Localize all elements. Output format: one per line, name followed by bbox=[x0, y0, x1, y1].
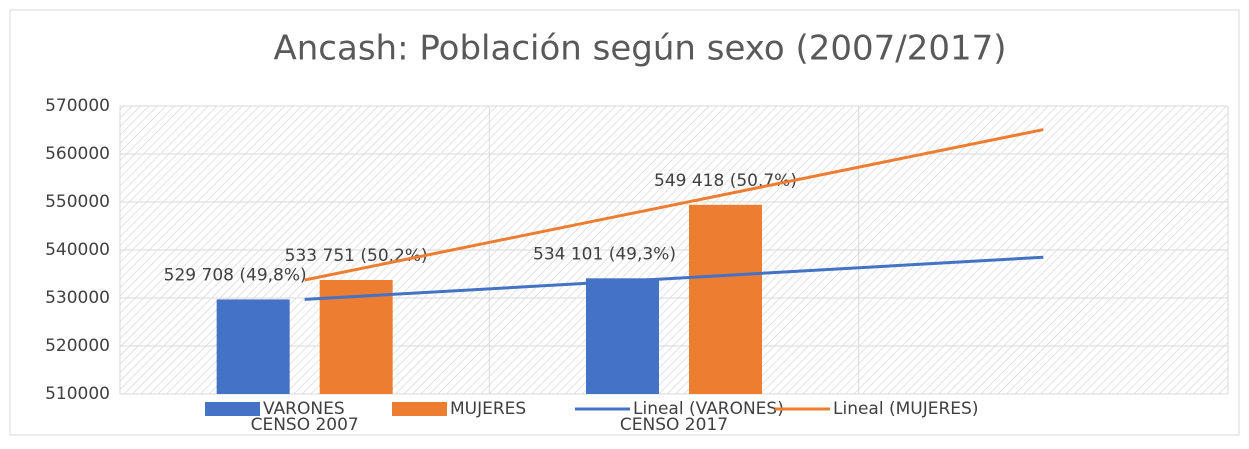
data-label: 534 101 (49,3%) bbox=[533, 244, 676, 264]
trend-line bbox=[304, 128, 1044, 282]
data-label: 529 708 (49,8%) bbox=[164, 265, 307, 285]
legend-swatch bbox=[392, 402, 447, 416]
x-tick-label: CENSO 2017 bbox=[620, 415, 728, 435]
x-tick-label: CENSO 2007 bbox=[251, 415, 359, 435]
y-tick-label: 510000 bbox=[45, 384, 110, 404]
y-tick-label: 540000 bbox=[45, 240, 110, 260]
bar bbox=[586, 278, 659, 394]
legend-label: VARONES bbox=[263, 399, 345, 419]
bar bbox=[216, 299, 290, 394]
y-tick-label: 550000 bbox=[45, 192, 110, 212]
legend-label: Lineal (MUJERES) bbox=[833, 399, 978, 419]
data-label: 549 418 (50.7%) bbox=[654, 171, 797, 191]
y-tick-label: 530000 bbox=[45, 288, 110, 308]
y-tick-label: 560000 bbox=[45, 144, 110, 164]
legend-swatch bbox=[205, 402, 260, 416]
trend-line bbox=[304, 255, 1044, 301]
chart-title: Ancash: Población según sexo (2007/2017) bbox=[274, 29, 1007, 69]
bar bbox=[689, 204, 762, 394]
y-tick-label: 570000 bbox=[45, 96, 110, 116]
legend-label: MUJERES bbox=[450, 399, 526, 419]
data-label: 533 751 (50.2%) bbox=[285, 246, 428, 266]
legend-label: Lineal (VARONES) bbox=[633, 399, 784, 419]
y-tick-label: 520000 bbox=[45, 336, 110, 356]
